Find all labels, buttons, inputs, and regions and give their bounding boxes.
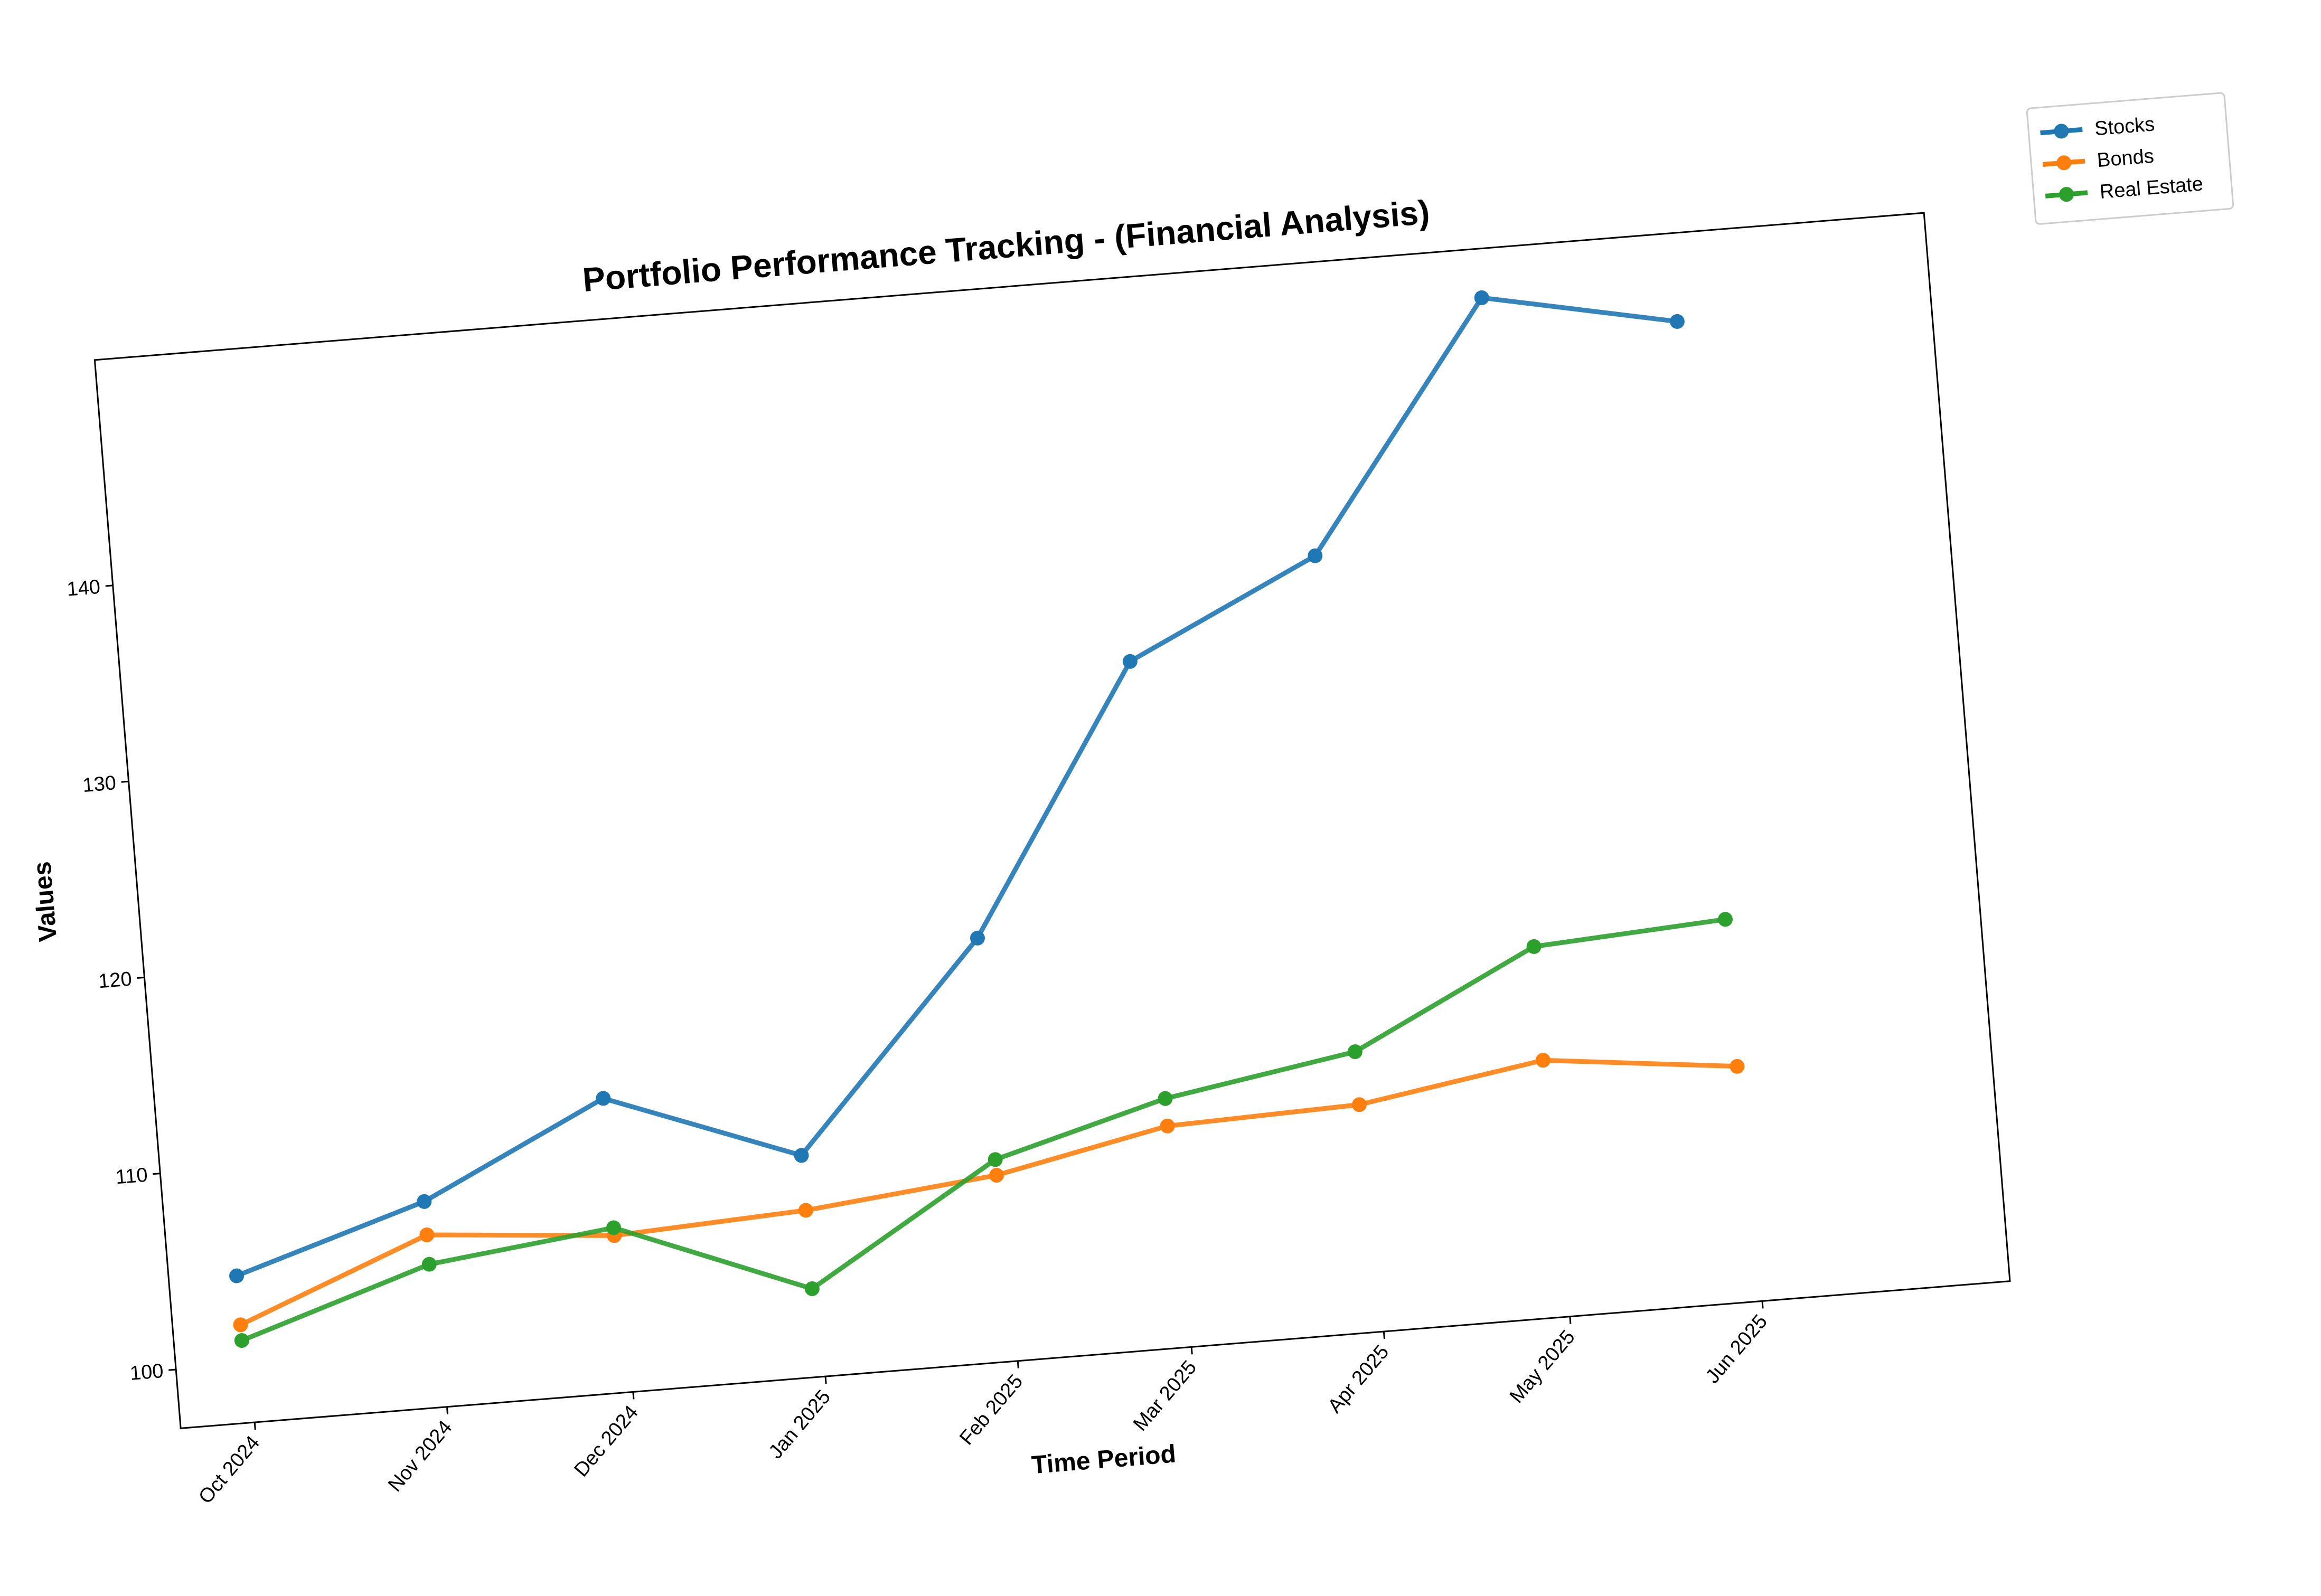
- y-tick-mark: [137, 976, 145, 979]
- plot-frame: [93, 212, 2011, 1429]
- y-tick-label: 130: [82, 772, 117, 797]
- y-tick-label: 100: [129, 1360, 164, 1385]
- x-tick-mark: [1761, 1301, 1764, 1309]
- data-point: [1526, 939, 1542, 954]
- data-point: [1122, 654, 1138, 669]
- data-point: [794, 1148, 809, 1163]
- data-point: [419, 1227, 435, 1242]
- data-point: [970, 930, 985, 946]
- data-point: [234, 1333, 249, 1348]
- series-layer: [229, 290, 1745, 1348]
- data-point: [1347, 1044, 1362, 1060]
- data-point: [1730, 1059, 1745, 1074]
- series-real-estate: [234, 912, 1733, 1348]
- legend-marker: [2054, 124, 2069, 139]
- data-point: [1717, 912, 1733, 927]
- legend-label: Bonds: [2096, 145, 2155, 172]
- data-point: [233, 1317, 248, 1333]
- data-point: [804, 1281, 820, 1296]
- y-tick-mark: [105, 584, 113, 587]
- data-point: [1308, 548, 1323, 563]
- data-point: [417, 1194, 432, 1209]
- series-stocks: [229, 290, 1685, 1283]
- data-point: [229, 1268, 245, 1283]
- data-point: [989, 1168, 1004, 1183]
- legend-item: Stocks: [2040, 113, 2156, 140]
- data-point: [988, 1152, 1003, 1167]
- legend-label: Stocks: [2094, 113, 2156, 140]
- data-point: [1535, 1053, 1551, 1068]
- data-point: [1160, 1118, 1175, 1134]
- y-axis: 100 110 120 130 140: [66, 576, 176, 1385]
- data-point: [1474, 290, 1489, 305]
- x-tick-mark: [1569, 1316, 1572, 1324]
- x-tick-mark: [1190, 1347, 1193, 1355]
- data-point: [421, 1257, 437, 1272]
- legend-marker: [2059, 187, 2074, 202]
- y-tick-label: 140: [66, 576, 101, 601]
- x-tick-mark: [824, 1376, 827, 1384]
- data-point: [1158, 1091, 1173, 1106]
- y-tick-mark: [121, 780, 129, 783]
- x-tick-mark: [632, 1392, 635, 1400]
- legend-item: Bonds: [2042, 145, 2155, 172]
- data-point: [596, 1091, 611, 1106]
- legend-marker: [2056, 155, 2072, 171]
- data-point: [798, 1203, 813, 1218]
- y-tick-label: 110: [115, 1164, 148, 1189]
- y-tick-label: 120: [98, 968, 133, 993]
- data-point: [1351, 1097, 1367, 1112]
- y-axis-label: Values: [28, 861, 62, 943]
- data-point: [1669, 314, 1685, 329]
- data-point: [606, 1220, 621, 1235]
